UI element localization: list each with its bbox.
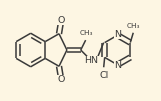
Text: O: O bbox=[57, 16, 65, 25]
Text: CH₃: CH₃ bbox=[127, 23, 140, 29]
Text: O: O bbox=[57, 75, 65, 84]
Text: CH₃: CH₃ bbox=[80, 30, 93, 36]
Text: N: N bbox=[114, 61, 121, 70]
Text: HN: HN bbox=[85, 56, 99, 65]
Text: Cl: Cl bbox=[99, 71, 108, 80]
Text: N: N bbox=[114, 30, 121, 39]
